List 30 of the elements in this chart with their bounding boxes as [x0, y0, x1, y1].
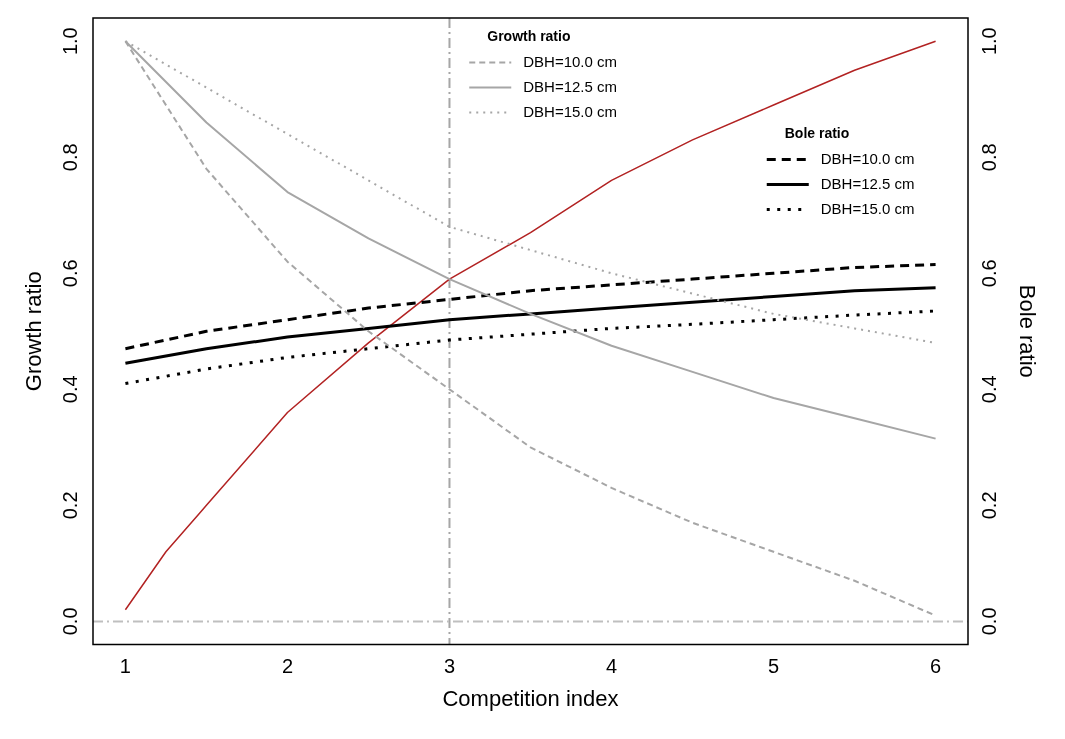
y-tick-label: 0.6 [58, 259, 81, 288]
y-tick-label: 0.0 [58, 607, 81, 636]
legend-label: DBH=10.0 cm [523, 52, 618, 70]
y2-tick-label: 0.6 [977, 259, 1000, 288]
annotation: Bole ratio [784, 125, 850, 142]
line-series [123, 263, 938, 351]
y2-tick-label: 1.0 [977, 27, 1000, 56]
y-tick-label: 0.4 [58, 375, 81, 404]
y-tick-label: 0.2 [58, 491, 81, 520]
y-tick-label: 1.0 [58, 27, 81, 56]
legend-label: DBH=15.0 cm [820, 199, 915, 217]
x-axis-title: Competition index [442, 685, 619, 711]
y2-tick-label: 0.8 [977, 143, 1000, 172]
x-tick-label: 3 [443, 655, 456, 678]
y2-tick-label: 0.4 [977, 375, 1000, 404]
legend-label: DBH=10.0 cm [820, 149, 915, 167]
annotation: Growth ratio [487, 28, 571, 45]
legend-label: DBH=12.5 cm [820, 174, 915, 192]
y2-tick-label: 0.0 [977, 607, 1000, 636]
x-tick-label: 1 [119, 655, 131, 678]
y2-tick-label: 0.2 [977, 491, 1000, 520]
y-tick-label: 0.8 [58, 143, 81, 172]
x-tick-label: 4 [605, 655, 618, 678]
x-tick-label: 5 [767, 655, 780, 678]
x-tick-label: 6 [930, 655, 942, 678]
legend-label: DBH=15.0 cm [523, 102, 618, 120]
y2-axis-title: Bole ratio [1014, 284, 1040, 378]
legend-label: DBH=12.5 cm [523, 77, 618, 95]
x-tick-label: 2 [281, 655, 294, 678]
y-axis-title: Growth ratio [21, 271, 47, 392]
